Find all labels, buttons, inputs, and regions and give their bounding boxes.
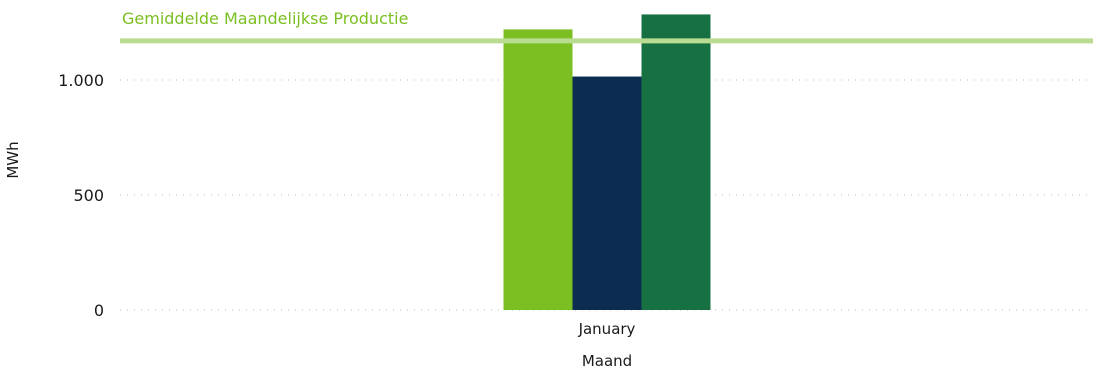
y-tick-label: 0: [94, 301, 104, 320]
reference-line-group: Gemiddelde Maandelijkse Productie: [120, 9, 1093, 44]
bar: [641, 14, 711, 310]
bar: [572, 76, 642, 310]
reference-line-label: Gemiddelde Maandelijkse Productie: [122, 9, 408, 28]
y-axis-title: MWh: [4, 141, 22, 178]
y-axis-ticks: 0 500 1.000: [58, 71, 104, 320]
y-tick-label: 500: [73, 186, 104, 205]
y-tick-label: 1.000: [58, 71, 104, 90]
x-axis-title: Maand: [582, 352, 632, 370]
bar: [503, 29, 573, 311]
x-tick-label: January: [578, 320, 636, 338]
x-axis-ticks: January: [578, 320, 636, 338]
bars: [503, 14, 711, 311]
